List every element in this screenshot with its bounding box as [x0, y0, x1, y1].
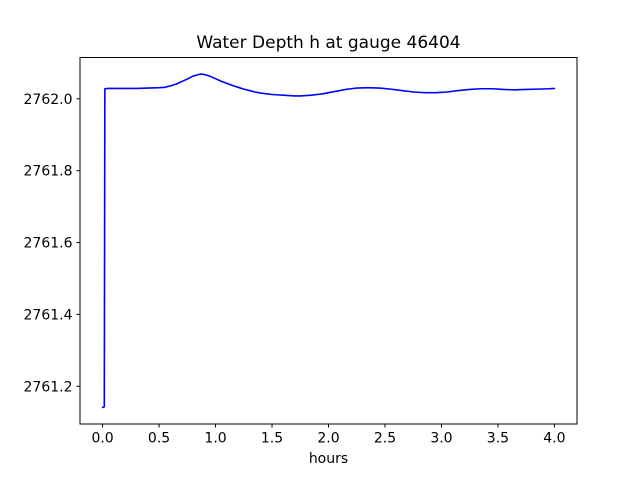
x-tick-label: 2.0 — [317, 431, 339, 447]
y-tick-label: 2761.8 — [24, 164, 73, 180]
x-tick-label: 0.5 — [148, 431, 170, 447]
ticks-layer: 0.0 0.5 1.0 1.5 2.0 2.5 3.0 3.5 4.0 2761.2 2761.4 2… — [24, 92, 566, 447]
y-tick-label: 2761.4 — [24, 307, 73, 323]
x-tick-label: 2.5 — [374, 431, 396, 447]
depth-line — [101, 73, 556, 409]
x-axis-label: hours — [309, 451, 348, 467]
x-tick-label: 4.0 — [543, 431, 565, 447]
x-tick-label: 3.0 — [430, 431, 452, 447]
x-tick-label: 0.0 — [91, 431, 113, 447]
y-tick-label: 2761.6 — [24, 236, 73, 252]
x-tick-label: 1.0 — [204, 431, 226, 447]
x-tick-label: 1.5 — [261, 431, 283, 447]
axes-frame — [79, 57, 578, 425]
chart-title: Water Depth h at gauge 46404 — [196, 33, 460, 53]
y-tick-label: 2762.0 — [24, 92, 73, 108]
y-tick-label: 2761.2 — [24, 379, 73, 395]
x-tick-label: 3.5 — [487, 431, 509, 447]
